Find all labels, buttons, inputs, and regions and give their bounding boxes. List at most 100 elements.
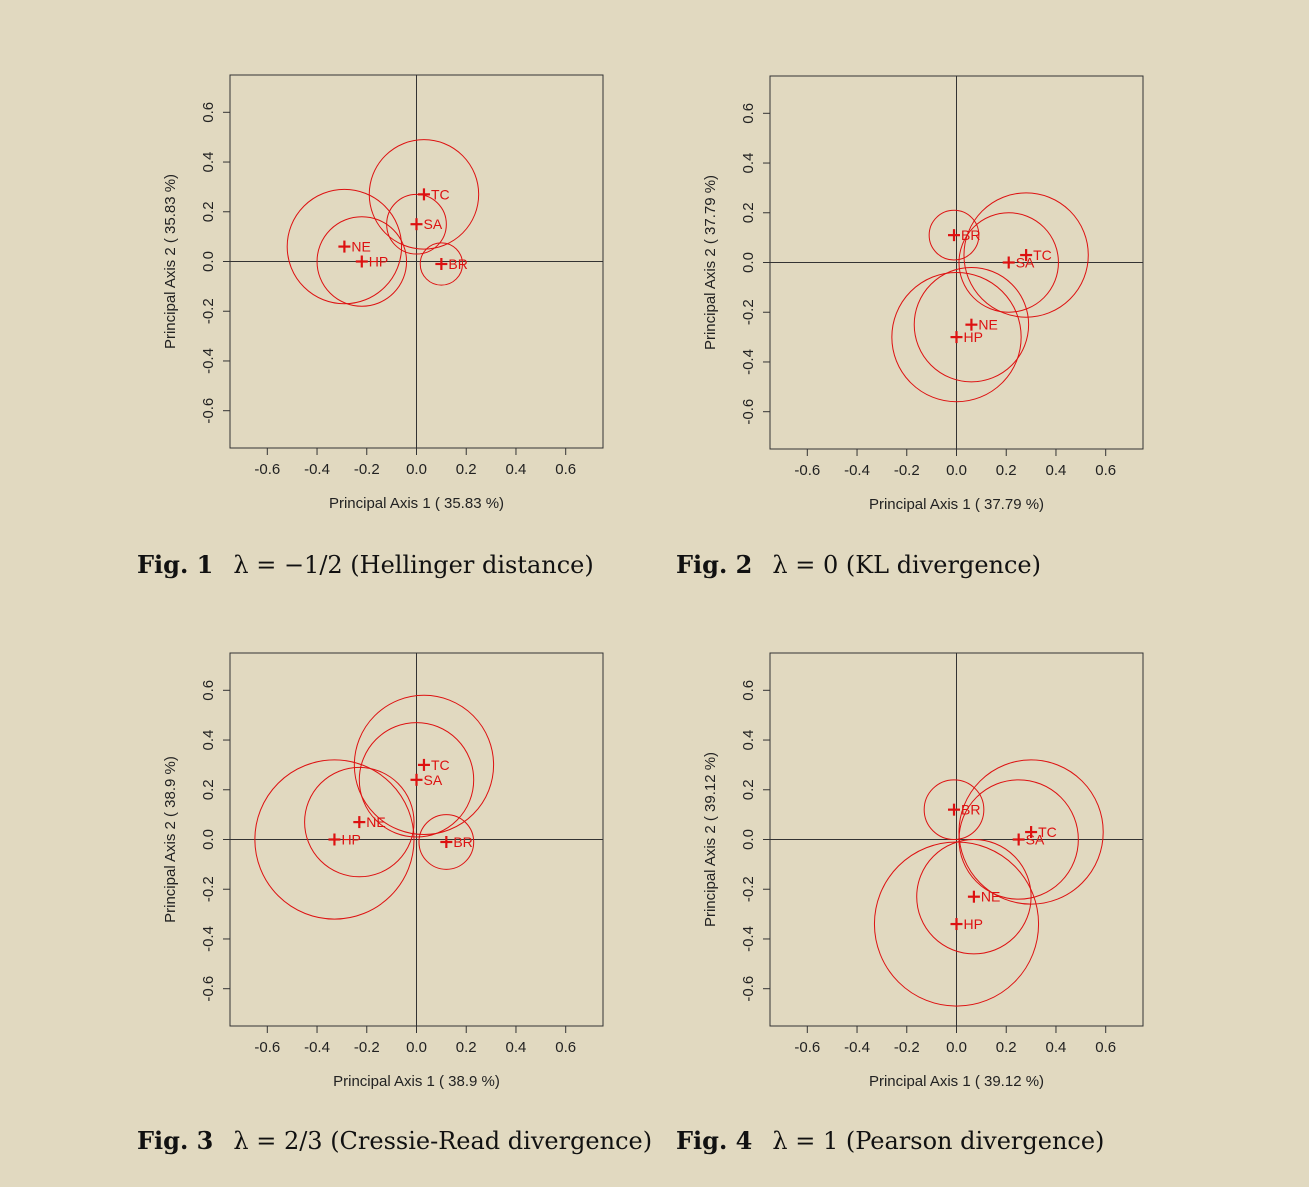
point-label: BR <box>961 227 980 243</box>
circle-sa <box>358 722 475 838</box>
y-tick-label: -0.2 <box>740 299 757 325</box>
y-tick-label: 0.0 <box>200 251 217 272</box>
y-tick-label: -0.4 <box>200 348 217 374</box>
x-tick-label: -0.4 <box>304 461 330 478</box>
x-tick-label: -0.2 <box>894 462 920 479</box>
circle-br <box>928 209 980 261</box>
point-label: NE <box>366 814 385 830</box>
point-br: BR <box>435 256 468 272</box>
point-sa: SA <box>410 772 443 788</box>
y-tick-label: 0.0 <box>200 829 217 850</box>
y-tick-label: -0.6 <box>200 398 217 424</box>
point-hp: HP <box>950 916 983 932</box>
x-tick-label: 0.4 <box>1046 1039 1067 1056</box>
point-br: BR <box>948 227 980 243</box>
y-tick-label: 0.0 <box>740 252 757 273</box>
point-sa: SA <box>1012 832 1045 848</box>
x-tick-label: -0.6 <box>794 462 820 479</box>
point-label: HP <box>964 329 983 345</box>
point-label: NE <box>981 889 1000 905</box>
y-tick-label: 0.4 <box>200 730 217 751</box>
figure-1-caption-text: λ = −1/2 (Hellinger distance) <box>233 551 594 579</box>
circles-group <box>254 694 495 920</box>
y-axis-label: Principal Axis 2 ( 39.12 %) <box>702 752 719 927</box>
y-tick-label: -0.4 <box>200 926 217 952</box>
x-axis-label: Principal Axis 1 ( 35.83 %) <box>329 495 504 512</box>
point-label: TC <box>1033 247 1052 263</box>
y-tick-label: -0.6 <box>740 399 757 425</box>
point-ne: NE <box>965 317 998 333</box>
y-tick-label: -0.6 <box>740 976 757 1002</box>
y-tick-label: 0.6 <box>200 680 217 701</box>
x-tick-label: 0.6 <box>555 461 576 478</box>
figure-4-plot: -0.6 -0.4 -0.2 0.0 0.2 0.4 0.6 -0.6 -0.4 -0.2 0.0 0… <box>702 652 1144 1090</box>
point-ne: NE <box>967 889 1000 905</box>
y-tick-label: 0.6 <box>200 102 217 123</box>
figure-2-caption-text: λ = 0 (KL divergence) <box>772 551 1041 579</box>
x-axis-label: Principal Axis 1 ( 38.9 %) <box>333 1073 500 1090</box>
figure-2-plot: -0.6 -0.4 -0.2 0.0 0.2 0.4 0.6 -0.6 -0.4 -0.2 0.0 0… <box>702 75 1144 513</box>
x-tick-label: 0.6 <box>1095 462 1116 479</box>
point-label: HP <box>369 254 388 270</box>
point-ne: NE <box>338 239 371 255</box>
point-sa: SA <box>1002 255 1035 271</box>
circle-ne <box>913 266 1030 383</box>
y-tick-label: -0.6 <box>200 976 217 1002</box>
circles-group <box>873 759 1104 1007</box>
x-tick-label: 0.4 <box>1046 462 1067 479</box>
point-sa: SA <box>410 216 443 232</box>
x-tick-label: -0.6 <box>254 1039 280 1056</box>
x-tick-label: -0.4 <box>304 1039 330 1056</box>
point-tc: TC <box>1020 247 1052 263</box>
figure-1-label: Fig. 1 <box>137 550 214 579</box>
figure-2-label: Fig. 2 <box>676 550 753 579</box>
point-label: HP <box>341 832 360 848</box>
point-label: TC <box>1038 824 1057 840</box>
x-tick-label: 0.6 <box>1095 1039 1116 1056</box>
point-ne: NE <box>353 814 386 830</box>
point-label: SA <box>1026 832 1045 848</box>
figure-3-label: Fig. 3 <box>137 1126 214 1155</box>
circle-sa <box>958 779 1079 900</box>
point-label: BR <box>453 834 472 850</box>
x-axis-label: Principal Axis 1 ( 37.79 %) <box>869 496 1044 513</box>
point-label: BR <box>448 256 467 272</box>
circle-hp <box>254 759 415 920</box>
y-tick-label: 0.2 <box>740 779 757 800</box>
y-axis-label: Principal Axis 2 ( 38.9 %) <box>162 756 179 923</box>
circles-group <box>286 139 480 307</box>
point-hp: HP <box>950 329 983 345</box>
y-tick-label: 0.4 <box>740 153 757 174</box>
x-axis-label: Principal Axis 1 ( 39.12 %) <box>869 1073 1044 1090</box>
point-hp: HP <box>328 832 361 848</box>
figure-3-plot: -0.6 -0.4 -0.2 0.0 0.2 0.4 0.6 -0.6 -0.4 -0.2 0.0 0… <box>162 652 604 1090</box>
x-tick-label: 0.2 <box>456 1039 477 1056</box>
x-tick-label: 0.4 <box>506 461 527 478</box>
circle-tc <box>353 694 495 836</box>
point-label: BR <box>961 802 980 818</box>
y-axis-label: Principal Axis 2 ( 37.79 %) <box>702 175 719 350</box>
y-tick-label: 0.6 <box>740 103 757 124</box>
point-label: SA <box>424 216 443 232</box>
figure-3-caption: Fig. 3 λ = 2/3 (Cressie-Read divergence) <box>137 1126 652 1155</box>
figure-4-caption: Fig. 4 λ = 1 (Pearson divergence) <box>676 1126 1104 1155</box>
figure-4-label: Fig. 4 <box>676 1126 753 1155</box>
circle-tc <box>368 139 480 250</box>
x-tick-label: 0.0 <box>406 1039 427 1056</box>
point-label: NE <box>351 239 370 255</box>
y-tick-label: -0.4 <box>740 926 757 952</box>
y-tick-label: 0.4 <box>740 730 757 751</box>
y-tick-label: 0.2 <box>200 779 217 800</box>
x-tick-label: -0.2 <box>354 1039 380 1056</box>
point-br: BR <box>440 834 473 850</box>
point-br: BR <box>948 802 980 818</box>
x-tick-label: -0.4 <box>844 462 870 479</box>
y-axis-label: Principal Axis 2 ( 35.83 %) <box>162 174 179 349</box>
point-label: TC <box>431 757 450 773</box>
x-tick-label: -0.6 <box>794 1039 820 1056</box>
x-tick-label: 0.4 <box>506 1039 527 1056</box>
circle-br <box>418 814 475 870</box>
x-tick-label: -0.2 <box>894 1039 920 1056</box>
circle-hp <box>873 841 1040 1007</box>
figure-1-caption: Fig. 1 λ = −1/2 (Hellinger distance) <box>137 550 594 579</box>
